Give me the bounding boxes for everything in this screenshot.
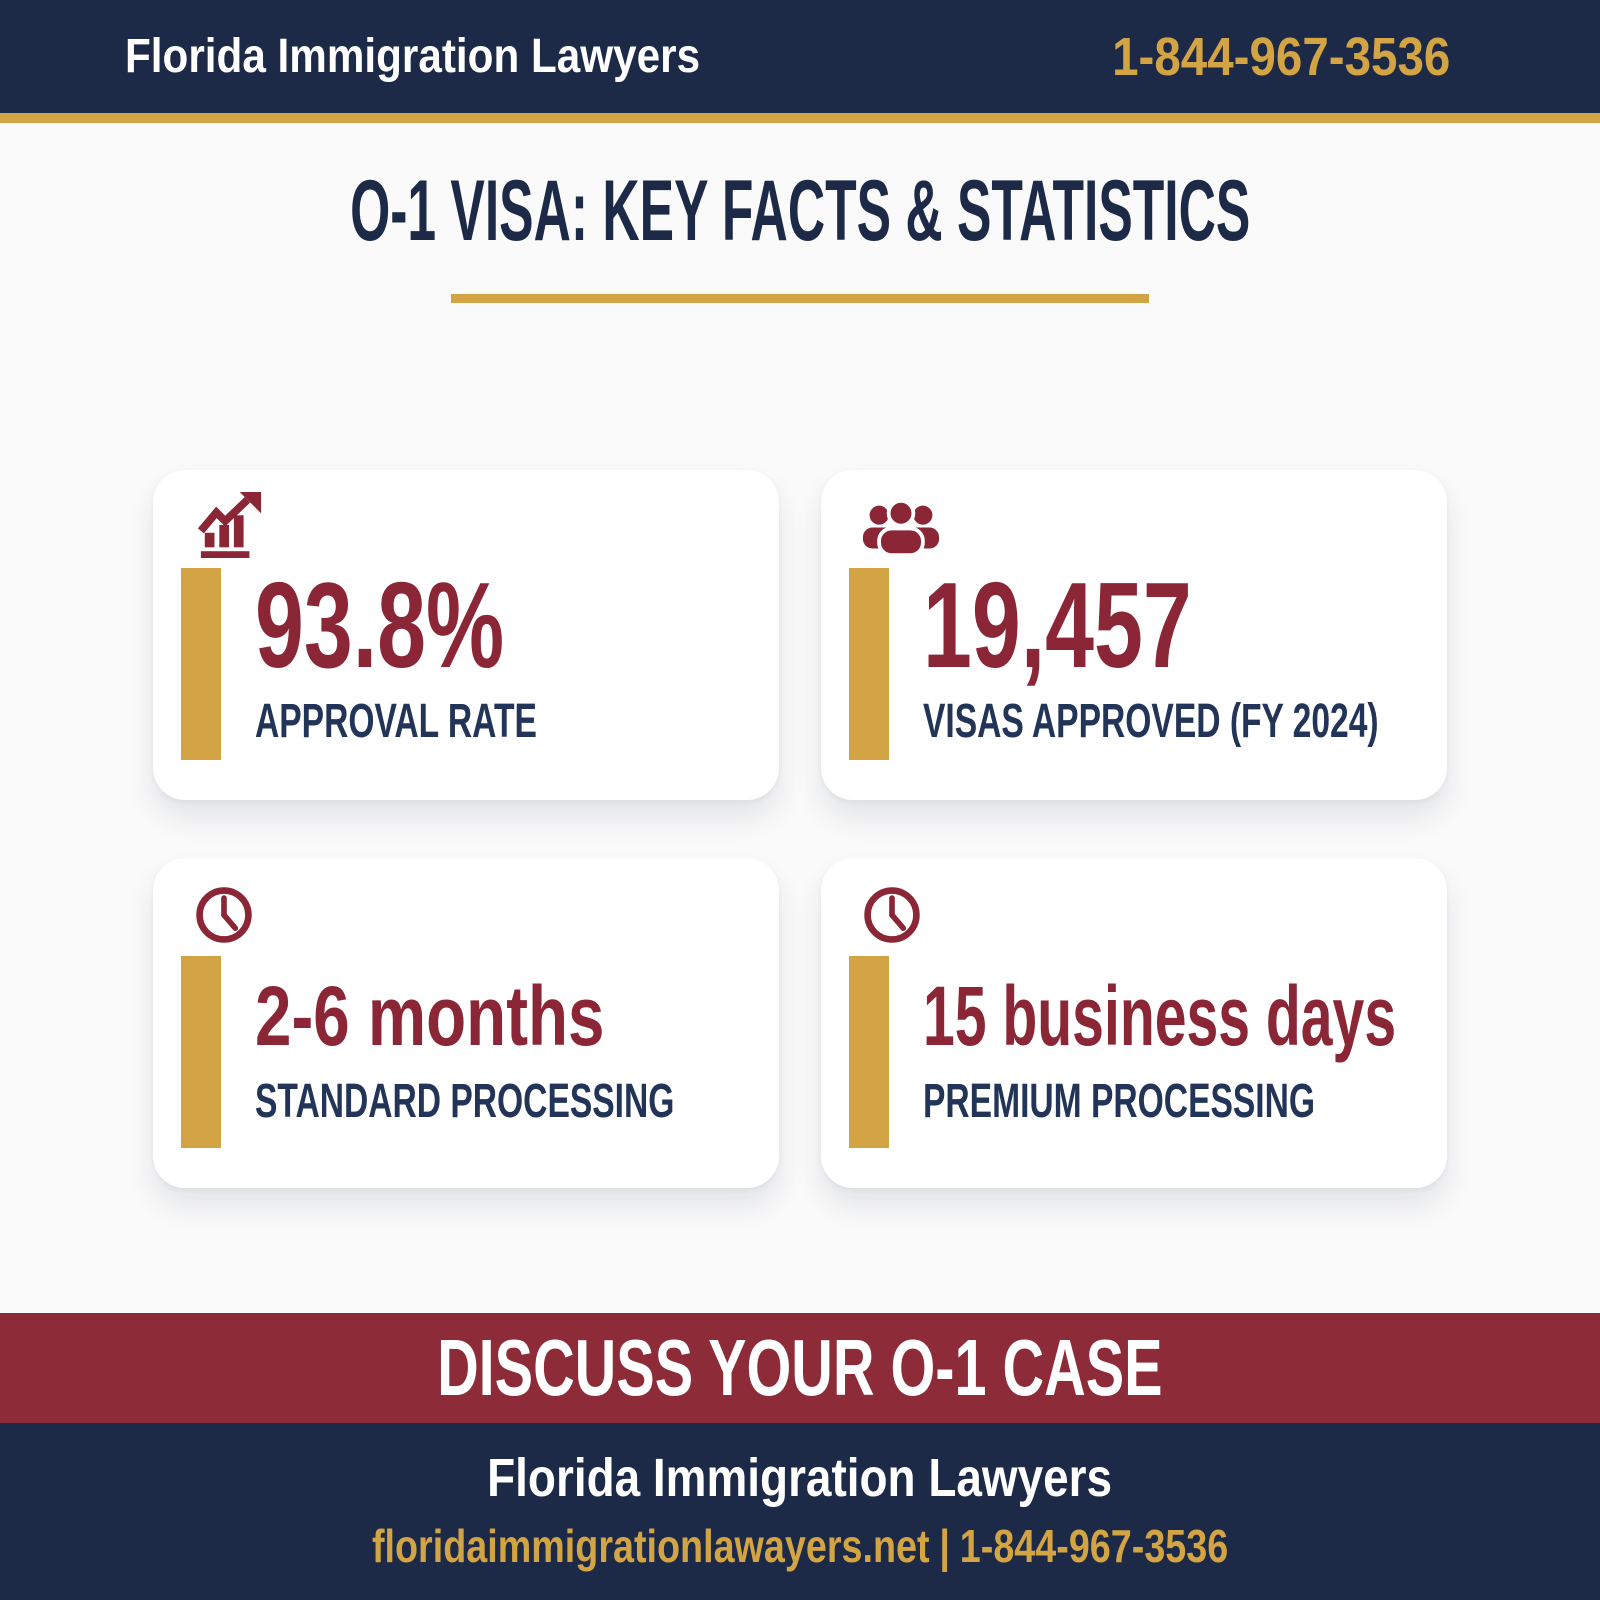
stat-accent-bar bbox=[181, 568, 221, 760]
footer-contact-line: floridaimmigrationlawayers.net | 1-844-967… bbox=[0, 1523, 1600, 1569]
cta-label: DISCUSS YOUR O-1 CASE bbox=[437, 1323, 1163, 1412]
clock-icon bbox=[196, 887, 252, 943]
page-title: O-1 VISA: KEY FACTS & STATISTICS bbox=[349, 163, 1251, 259]
footer: Florida Immigration Lawyers floridaimmig… bbox=[0, 1423, 1600, 1600]
header-phone-link[interactable]: 1-844-967-3536 bbox=[1111, 26, 1450, 87]
stat-label: VISAS APPROVED (FY 2024) bbox=[923, 695, 1379, 748]
people-group-icon bbox=[862, 499, 940, 558]
cta-banner: DISCUSS YOUR O-1 CASE bbox=[0, 1313, 1600, 1423]
stat-accent-bar bbox=[181, 956, 221, 1148]
footer-phone-link[interactable]: 1-844-967-3536 bbox=[959, 1520, 1229, 1572]
header-brand-text: Florida Immigration Lawyers bbox=[125, 30, 701, 83]
stat-value: 2-6 months bbox=[255, 969, 605, 1063]
title-underline bbox=[451, 294, 1149, 303]
stat-card-approval-rate: 93.8% APPROVAL RATE bbox=[153, 470, 779, 800]
stat-card-premium-processing: 15 business days PREMIUM PROCESSING bbox=[821, 858, 1447, 1188]
growth-chart-icon bbox=[197, 492, 262, 558]
stat-label: PREMIUM PROCESSING bbox=[923, 1075, 1316, 1128]
stat-value: 15 business days bbox=[923, 969, 1397, 1063]
stat-value: 93.8% bbox=[255, 557, 505, 693]
stat-card-visas-approved: 19,457 VISAS APPROVED (FY 2024) bbox=[821, 470, 1447, 800]
stat-card-standard-processing: 2-6 months STANDARD PROCESSING bbox=[153, 858, 779, 1188]
header-bar: Florida Immigration Lawyers 1-844-967-35… bbox=[0, 0, 1600, 113]
clock-icon bbox=[864, 887, 920, 943]
gold-divider bbox=[0, 113, 1600, 123]
stats-grid: 93.8% APPROVAL RATE bbox=[153, 470, 1447, 1188]
footer-brand: Florida Immigration Lawyers bbox=[487, 1448, 1113, 1508]
stat-value: 19,457 bbox=[923, 557, 1192, 693]
stat-accent-bar bbox=[849, 568, 889, 760]
stat-label: APPROVAL RATE bbox=[255, 695, 537, 748]
footer-separator: | bbox=[939, 1520, 950, 1572]
stat-accent-bar bbox=[849, 956, 889, 1148]
stat-label: STANDARD PROCESSING bbox=[255, 1075, 675, 1128]
footer-website-link[interactable]: floridaimmigrationlawayers.net bbox=[371, 1520, 930, 1572]
